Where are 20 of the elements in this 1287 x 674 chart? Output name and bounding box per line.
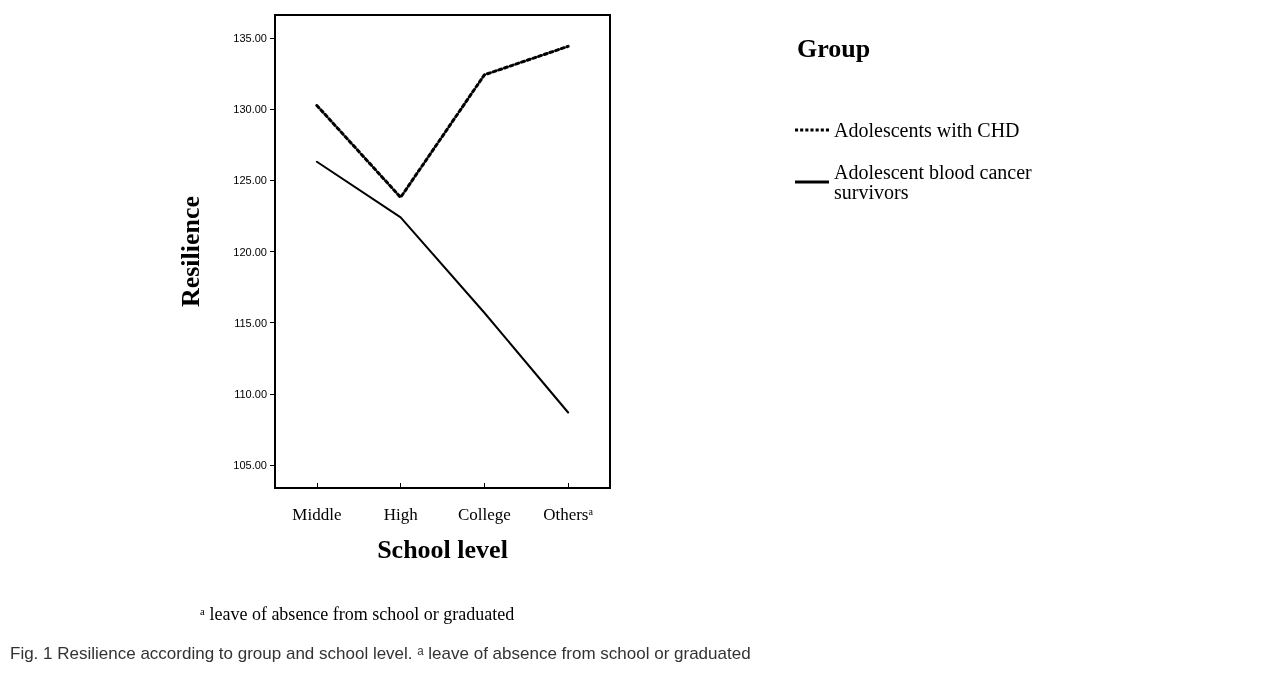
legend-label: Adolescents with CHD <box>834 119 1020 141</box>
y-tick-label: 105.00 <box>233 459 267 472</box>
y-tick-label: 110.00 <box>234 387 267 400</box>
y-tick-label: 125.00 <box>233 174 267 187</box>
y-tick-label: 135.00 <box>233 31 267 44</box>
line-series <box>315 44 570 199</box>
y-tick-label: 120.00 <box>233 245 267 258</box>
text: ᵃ leave of absence from school or graduated <box>200 604 515 624</box>
caption: Fig. 1 Resilience according to group and school level. ᵃ leave of absence from school or graduated <box>10 644 751 663</box>
legend-label: Adolescent blood cancer survivors <box>834 161 1037 203</box>
x-axis-title: School level <box>377 534 508 564</box>
legend-title: Group <box>797 33 871 63</box>
x-tick-label: High <box>383 505 419 524</box>
y-tick-label: 115.00 <box>234 316 267 329</box>
y-axis-title: Resilience <box>175 195 205 308</box>
line-series <box>315 160 570 414</box>
y-tick-label: 130.00 <box>233 103 267 116</box>
x-tick-label: College <box>457 505 511 524</box>
x-tick-label: Middle <box>292 505 342 524</box>
x-tick-label: Othersᵃ <box>543 505 594 524</box>
